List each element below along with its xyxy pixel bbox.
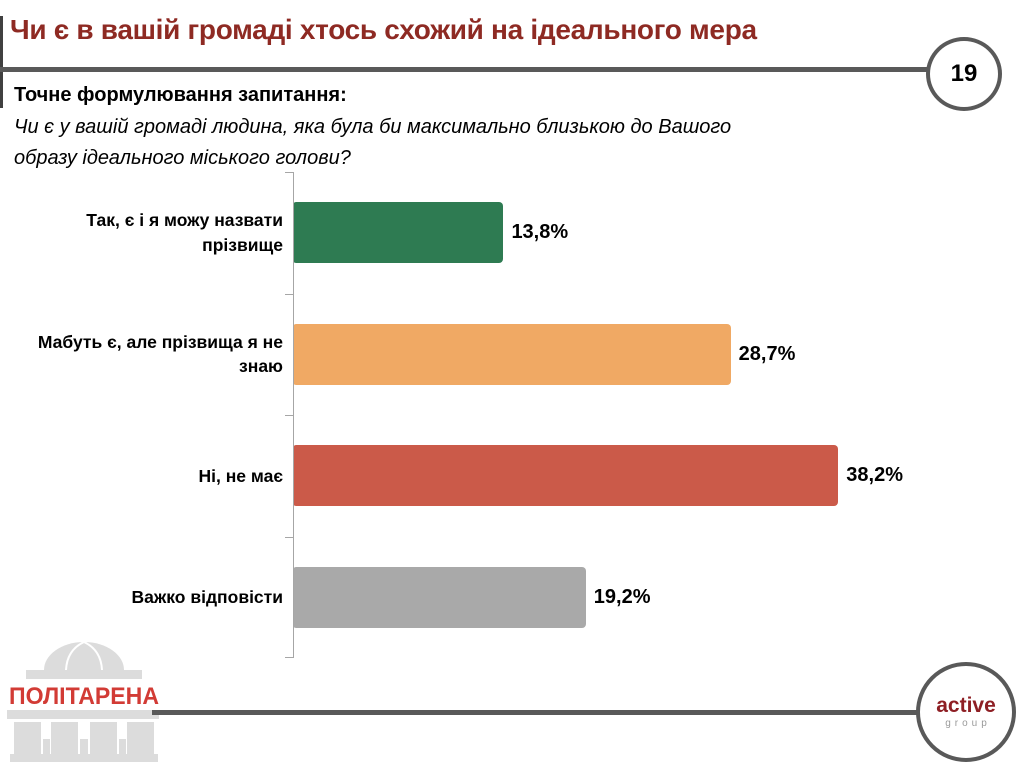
axis-tick (285, 657, 293, 658)
bar (293, 445, 839, 507)
title-divider-line (0, 67, 928, 72)
category-label: Важко відповісти (131, 587, 283, 607)
bar-track: 19,2% (293, 566, 903, 628)
axis-tick (285, 415, 293, 416)
chart-row: Важко відповісти 19,2% (10, 537, 1010, 659)
slide-number: 19 (950, 60, 978, 87)
bar (293, 202, 504, 264)
page-title: Чи є в вашій громаді хтось схожий на іде… (10, 14, 757, 45)
bar-value-label: 13,8% (511, 221, 569, 244)
bar-chart: Так, є і я можу назвати прізвище 13,8% Маб… (10, 172, 1010, 658)
bar-track: 13,8% (293, 202, 903, 264)
politarena-logo: ПОЛІТАРЕНА (7, 642, 159, 762)
footer-divider-line (152, 710, 918, 715)
axis-tick (285, 172, 293, 173)
bar (293, 566, 586, 628)
title-accent-line (0, 16, 3, 108)
active-logo-text: active (936, 694, 996, 717)
bar (293, 323, 731, 385)
chart-y-axis (285, 172, 294, 658)
chart-row: Мабуть є, але прізвища я не знаю 28,7% (10, 294, 1010, 416)
bar-value-label: 38,2% (846, 464, 903, 487)
bar-track: 28,7% (293, 323, 903, 385)
chart-row: Так, є і я можу назвати прізвище 13,8% (10, 172, 1010, 294)
question-text: Чи є у вашій громаді людина, яка була би… (14, 116, 732, 169)
bar-value-label: 28,7% (738, 342, 796, 365)
chart-rows: Так, є і я можу назвати прізвище 13,8% Маб… (10, 172, 1010, 658)
active-logo-subtext: group (945, 718, 991, 729)
question-heading: Точне формулювання запитання: (14, 84, 347, 106)
slide-number-badge: 19 (926, 37, 1002, 111)
logo-dome (44, 642, 124, 670)
active-group-logo: active group (916, 662, 1016, 762)
axis-tick (285, 293, 293, 295)
chart-row: Ні, не має 38,2% (10, 415, 1010, 537)
bar-value-label: 19,2% (593, 585, 651, 608)
politarena-logo-text: ПОЛІТАРЕНА (9, 683, 159, 710)
category-label: Так, є і я можу назвати прізвище (86, 210, 283, 255)
category-label: Ні, не має (198, 465, 283, 486)
bar-track: 38,2% (293, 445, 903, 507)
axis-tick (285, 536, 293, 538)
category-label: Мабуть є, але прізвища я не знаю (37, 331, 283, 377)
